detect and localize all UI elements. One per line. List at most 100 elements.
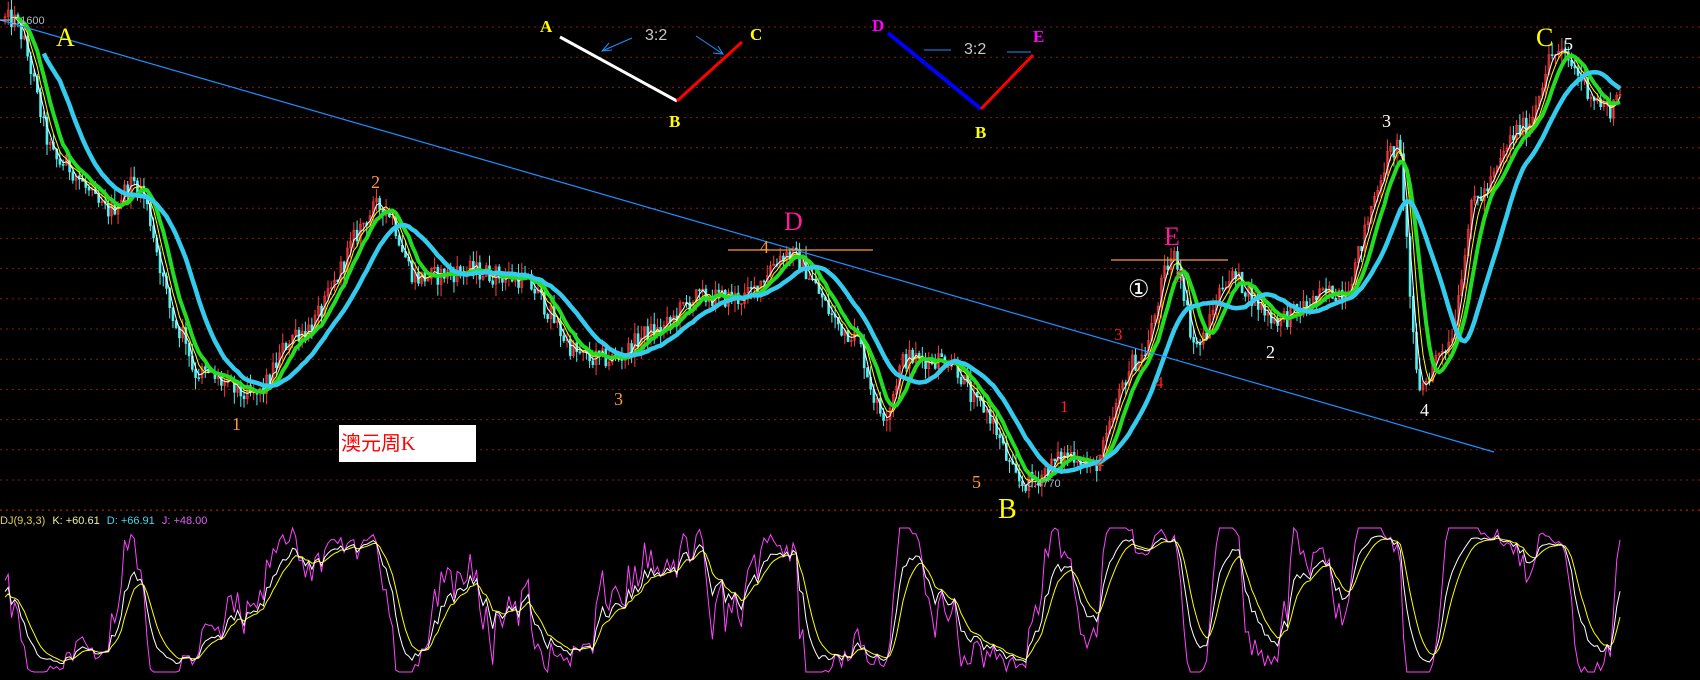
candle: [329, 281, 333, 295]
kdj-k-value: K: +60.61: [52, 515, 99, 527]
candle-body: [420, 271, 423, 284]
candle-body: [13, 14, 16, 27]
candle: [317, 296, 320, 325]
candle-body: [959, 377, 963, 385]
label-red-3: 3: [1114, 325, 1123, 344]
candle-body: [688, 302, 692, 311]
candle-body: [1618, 94, 1622, 96]
be-leg: [979, 53, 1035, 111]
candle: [746, 277, 750, 304]
candle-body: [168, 288, 172, 308]
candle: [107, 196, 110, 225]
candle: [1411, 287, 1415, 344]
candle: [426, 277, 430, 282]
candle: [1056, 441, 1060, 467]
candle-body: [933, 362, 937, 369]
candle-body: [901, 354, 905, 367]
candle: [1399, 134, 1402, 157]
candle-body: [827, 299, 830, 315]
candle-body: [481, 276, 485, 280]
candle-body: [346, 247, 349, 272]
candle-body: [152, 225, 155, 239]
candle: [924, 352, 927, 379]
label-up-5: 5: [1564, 34, 1573, 54]
label-red-4: 4: [1155, 373, 1164, 392]
candle: [1121, 379, 1124, 391]
candle-body: [720, 289, 724, 293]
candle: [543, 288, 546, 319]
candle-body: [1492, 171, 1496, 178]
candle-body: [707, 300, 711, 303]
candle: [1589, 94, 1593, 108]
candle-body: [362, 222, 365, 225]
ab-leg: [559, 35, 678, 103]
title-text: 澳元周K: [341, 432, 416, 455]
label-red-2: 2: [1096, 451, 1105, 470]
candle-body: [533, 288, 537, 294]
candle-body: [1163, 265, 1166, 279]
candle-body: [194, 369, 197, 378]
candle-body: [10, 9, 13, 27]
candle-body: [749, 287, 753, 289]
candle-body: [1166, 265, 1170, 270]
candle: [1172, 247, 1176, 261]
candle: [627, 337, 630, 366]
candle-body: [61, 164, 65, 166]
candle-body: [23, 35, 26, 40]
candle-body: [917, 353, 921, 357]
candle-body: [1421, 383, 1425, 391]
candle: [1502, 143, 1506, 165]
label-up-2: 2: [1266, 342, 1275, 362]
candle-body: [326, 288, 330, 297]
candle-body: [1418, 369, 1422, 391]
candle-body: [778, 255, 782, 265]
candle-body: [740, 303, 743, 305]
candle-body: [71, 171, 75, 181]
candle-body: [371, 201, 375, 216]
candles: [3, 0, 1622, 499]
candle-body: [1260, 303, 1263, 310]
candle: [84, 175, 88, 194]
db-leg: [886, 31, 983, 111]
candle: [1231, 267, 1234, 282]
candle: [436, 264, 440, 296]
candle: [397, 233, 401, 247]
candle-body: [1473, 195, 1476, 201]
candle: [1615, 91, 1619, 103]
candle: [275, 352, 278, 378]
low-price-label: ←0.4770: [1016, 478, 1061, 490]
candle-body: [375, 198, 378, 203]
candle-body: [426, 278, 430, 282]
candle-body: [591, 360, 595, 365]
candle: [494, 264, 498, 296]
candle: [1266, 308, 1270, 327]
label-up-3: 3: [1382, 111, 1391, 131]
dbe-label-e: E: [1033, 27, 1044, 46]
candle: [607, 351, 611, 371]
label-down-2: 2: [371, 172, 380, 192]
candle: [174, 319, 178, 330]
candle: [1473, 185, 1476, 205]
candle: [1373, 191, 1376, 208]
candle: [71, 168, 75, 184]
candle-body: [3, 16, 7, 19]
kdj-k-line: [4, 534, 1621, 665]
wave-annotations: A 1 2 3 4 D 5 B 1 2 3 4 5 E ① 2 3 4 C 5: [56, 23, 1573, 525]
candle-body: [161, 272, 165, 277]
candle-body: [1189, 304, 1192, 338]
candle: [1560, 38, 1564, 64]
candle-body: [1366, 221, 1370, 226]
candle: [61, 159, 65, 171]
candle-body: [1008, 460, 1011, 462]
candle-body: [753, 285, 756, 289]
candle-body: [433, 266, 436, 269]
candle: [681, 301, 685, 306]
candle: [866, 366, 869, 378]
arrow-left: [601, 37, 633, 52]
candle: [1153, 313, 1157, 327]
candle-body: [349, 240, 352, 249]
arrow-right: [695, 35, 724, 55]
candle-body: [45, 116, 49, 145]
candle-body: [1043, 468, 1047, 476]
